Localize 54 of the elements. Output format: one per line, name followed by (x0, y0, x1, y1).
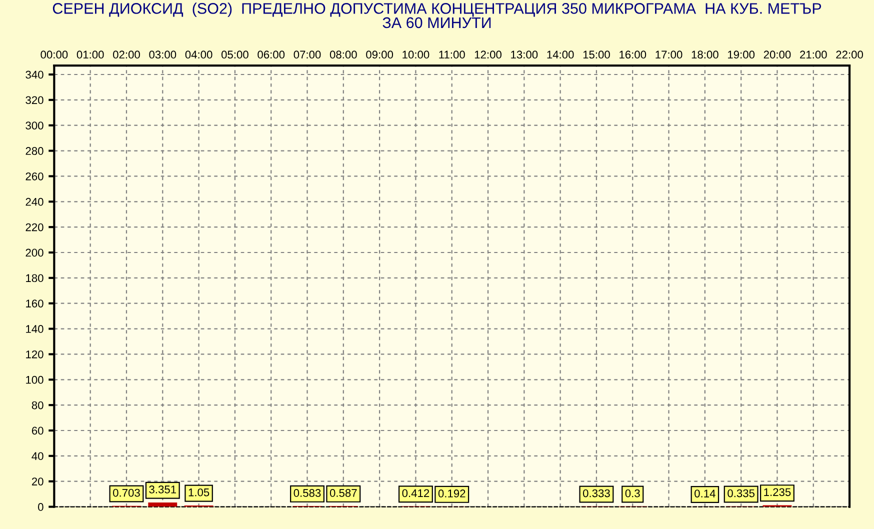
y-tick-label: 0 (38, 503, 44, 511)
y-tick-label: 100 (26, 376, 44, 384)
x-tick-label: 14:00 (547, 50, 574, 59)
x-tick-label: 21:00 (800, 50, 827, 59)
y-tick-label: 200 (26, 248, 44, 257)
x-tick-label: 16:00 (620, 50, 646, 59)
y-tick-label: 120 (26, 350, 44, 358)
data-label: 0.333 (583, 489, 610, 498)
y-tick-label: 140 (26, 325, 44, 333)
chart-title: СЕРЕН ДИОКСИД (SO2) ПРЕДЕЛНО ДОПУСТИМА КОНЦЕНТРАЦИЯ 350 МИКРОГРАМА НА КУБ. МЕТЪР ЗА 60 МИНУТИ (52, 2, 822, 28)
x-tick-label: 11:00 (439, 50, 465, 59)
x-tick-label: 07:00 (294, 50, 321, 59)
y-tick-label: 260 (26, 172, 44, 180)
data-label: 3.351 (149, 486, 176, 494)
data-label: 0.703 (113, 488, 140, 497)
x-tick-label: 08:00 (330, 50, 357, 59)
x-tick-label: 04:00 (185, 50, 212, 59)
x-tick-label: 01:00 (76, 50, 104, 59)
x-tick-label: 06:00 (258, 50, 285, 59)
x-tick-label: 09:00 (366, 50, 394, 59)
y-tick-label: 40 (32, 452, 44, 460)
x-tick-label: 10:00 (402, 50, 430, 59)
y-tick-label: 60 (32, 426, 44, 435)
y-tick-label: 180 (26, 274, 44, 282)
x-tick-label: 02:00 (113, 50, 140, 59)
y-tick-label: 160 (26, 300, 44, 308)
data-label: 1.235 (764, 488, 791, 496)
y-tick-label: 220 (26, 223, 44, 232)
y-tick-label: 320 (26, 96, 44, 104)
y-tick-label: 340 (26, 70, 44, 79)
x-tick-label: 19:00 (728, 50, 755, 59)
data-label: 0.3 (625, 489, 640, 498)
y-tick-label: 280 (26, 147, 44, 155)
data-label: 0.192 (438, 490, 466, 498)
x-tick-label: 15:00 (583, 50, 610, 59)
data-label: 1.05 (188, 488, 210, 496)
y-tick-label: 300 (26, 122, 44, 130)
y-tick-label: 240 (26, 198, 44, 206)
x-tick-label: 12:00 (474, 50, 502, 59)
y-tick-label: 20 (32, 478, 44, 486)
x-tick-label: 00:00 (40, 50, 68, 59)
x-tick-label: 17:00 (656, 50, 682, 59)
x-tick-label: 22:00 (836, 50, 863, 59)
x-tick-label: 05:00 (221, 50, 248, 59)
data-label: 0.14 (694, 490, 716, 498)
data-label: 0.412 (402, 489, 430, 498)
x-tick-label: 18:00 (692, 50, 718, 59)
data-label: 0.335 (728, 489, 755, 498)
y-tick-label: 80 (32, 401, 44, 410)
data-label: 0.587 (330, 489, 357, 497)
x-tick-label: 20:00 (764, 50, 791, 59)
data-label: 0.583 (294, 489, 321, 497)
x-tick-label: 03:00 (149, 50, 176, 59)
x-tick-label: 13:00 (511, 50, 538, 59)
